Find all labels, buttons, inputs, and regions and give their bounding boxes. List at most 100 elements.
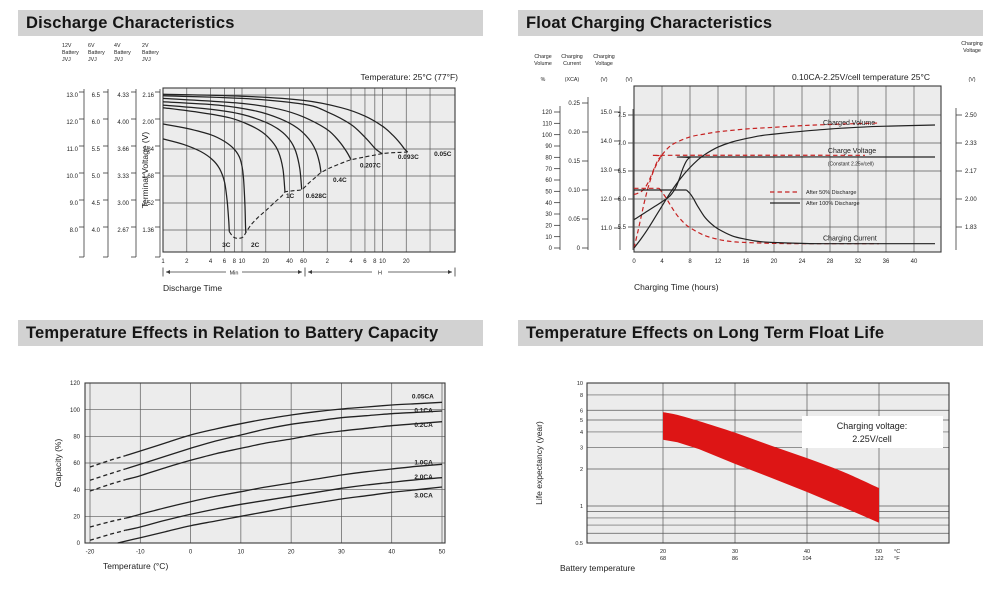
scale-tick: 13.0 xyxy=(600,168,612,174)
y-tick: 40 xyxy=(73,488,80,494)
y-tick: 5 xyxy=(580,418,583,424)
curve-label-1.0CA: 1.0CA xyxy=(414,459,433,466)
scale-unit: (V) xyxy=(625,77,632,83)
legend-label-50: After 50% Discharge xyxy=(806,190,856,196)
scale-header: Current xyxy=(563,61,581,67)
section-title: Temperature Effects in Relation to Batte… xyxy=(26,324,439,342)
section-header-temp-capacity: Temperature Effects in Relation to Batte… xyxy=(18,320,483,346)
scale-header: Battery xyxy=(142,50,159,56)
curve-0.05CA xyxy=(125,401,443,457)
panel-float-life: Temperature Effects on Long Term Float L… xyxy=(500,310,1000,606)
x-tick: 8 xyxy=(688,259,692,265)
curve-0.05C xyxy=(162,93,409,153)
curve-label-3.0CA: 3.0CA xyxy=(414,493,433,500)
y-tick: 2 xyxy=(580,467,583,473)
scale-tick: 0.10 xyxy=(568,188,580,194)
scale-unit: (V) xyxy=(600,77,607,83)
scale-tick: 10.0 xyxy=(66,174,78,180)
scale-tick: 6.5 xyxy=(92,93,101,99)
x-unit-spans xyxy=(162,267,456,277)
plot-background xyxy=(163,88,455,252)
x-tick-f: 68 xyxy=(660,556,666,562)
scale-tick: 2.00 xyxy=(965,197,977,203)
scale-tick: 6.5 xyxy=(618,169,627,175)
x-tick: 0 xyxy=(189,550,193,556)
curve-label-0.05CA: 0.05CA xyxy=(412,393,434,400)
x-tick: 8 xyxy=(373,259,377,265)
curve-0.093C xyxy=(162,95,383,155)
y-tick: 60 xyxy=(73,461,80,467)
x-tick-f: 104 xyxy=(802,556,811,562)
panel-float-charging: Float Charging Characteristics Charge Vol… xyxy=(500,0,1000,310)
curve-label-2.0CA: 2.0CA xyxy=(414,474,433,481)
scale-tick: 2.17 xyxy=(965,169,977,175)
scale-tick: 3.33 xyxy=(117,174,129,180)
float-charging-chart: ChargeVolume%120110100908070605040302010… xyxy=(534,41,983,292)
left-scale-0: ChargeVolume%120110100908070605040302010… xyxy=(534,54,561,252)
scale-header: Volume xyxy=(534,61,552,67)
curve-2C xyxy=(162,123,247,233)
scale-header: JVJ xyxy=(88,57,97,63)
y-tick: 1 xyxy=(580,504,583,510)
x-tick: 28 xyxy=(827,259,834,265)
series-charging-current-50 xyxy=(658,187,879,245)
arrowhead xyxy=(448,270,452,274)
scale-tick: 1.68 xyxy=(142,174,154,180)
arrowhead xyxy=(308,270,312,274)
y-tick: 6 xyxy=(580,408,583,414)
panel-temp-capacity: Temperature Effects in Relation to Batte… xyxy=(0,310,500,606)
scale-tick: 12.0 xyxy=(600,197,612,203)
x-tick: 50 xyxy=(439,550,446,556)
curve-2.0CA xyxy=(125,477,443,531)
y-tick: 0 xyxy=(77,541,81,547)
scale-tick: 30 xyxy=(545,212,552,218)
scale-tick: 0.15 xyxy=(568,159,580,165)
curve-label-0.093C: 0.093C xyxy=(398,154,419,161)
scale-tick: 10 xyxy=(545,235,552,241)
curve-3C xyxy=(162,138,230,232)
scale-header: Voltage xyxy=(963,48,981,54)
x-axis-label: Discharge Time xyxy=(163,283,222,293)
y-tick: 3 xyxy=(580,445,583,451)
section-header-discharge: Discharge Characteristics xyxy=(18,10,483,36)
scale-tick: 100 xyxy=(542,133,553,139)
scale-tick: 14.0 xyxy=(600,139,612,145)
scale-tick: 5.5 xyxy=(92,147,101,153)
curve-1C xyxy=(162,107,286,193)
x-tick-f: 122 xyxy=(874,556,883,562)
curve-label-0.207C: 0.207C xyxy=(360,163,381,170)
curve-label-0.4C: 0.4C xyxy=(333,177,347,184)
curve-label-0.2CA: 0.2CA xyxy=(414,422,433,429)
scale-tick: 0 xyxy=(549,246,553,252)
x-tick: 4 xyxy=(349,259,353,265)
scale-tick: 5.0 xyxy=(92,174,101,180)
x-axis-label: Temperature (°C) xyxy=(103,561,168,571)
unit-fahrenheit: °F xyxy=(894,556,900,562)
scale-header: JVJ xyxy=(114,57,123,63)
condition-note: 0.10CA-2.25V/cell temperature 25°C xyxy=(792,72,930,82)
scale-header: 12V xyxy=(62,43,72,49)
scale-tick: 2.00 xyxy=(142,120,154,126)
scale-tick: 7.5 xyxy=(618,113,627,119)
plot-background xyxy=(634,86,941,252)
scale-header: JVJ xyxy=(142,57,151,63)
arrowhead xyxy=(298,270,302,274)
section-title: Discharge Characteristics xyxy=(26,14,235,32)
span-label-min: Min xyxy=(230,270,239,276)
curve-3.0CA xyxy=(117,486,443,544)
discharge-chart: 12VBatteryJVJ13.012.011.010.09.08.06VBat… xyxy=(62,43,458,293)
scale-header: 4V xyxy=(114,43,121,49)
scale-tick: 50 xyxy=(545,190,552,196)
curve-label-0.628C: 0.628C xyxy=(306,193,327,200)
scale-tick: 70 xyxy=(545,167,552,173)
scale-tick: 5.5 xyxy=(618,225,627,231)
x-tick-f: 86 xyxy=(732,556,738,562)
x-tick-c: 50 xyxy=(876,549,882,555)
x-axis-label: Battery temperature xyxy=(560,563,635,573)
scale-tick: 11.0 xyxy=(601,226,613,232)
